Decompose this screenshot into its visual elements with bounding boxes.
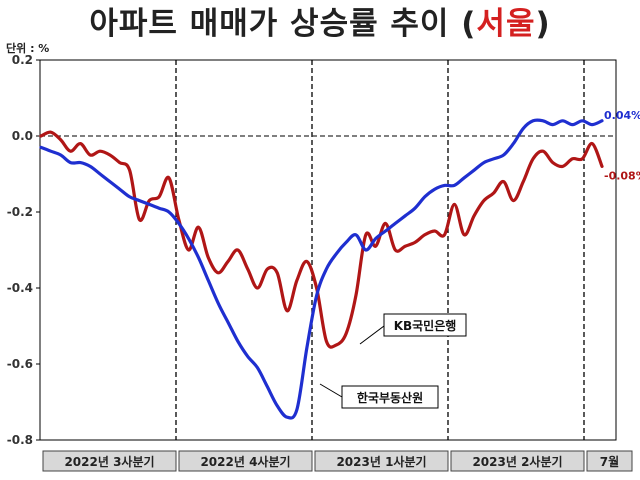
callout-box [383,313,467,337]
y-tick-label: 0.0 [12,129,33,143]
callout-box [341,385,439,409]
series-line [39,130,604,349]
callout-kb: KB국민은행 [394,318,457,333]
y-tick-label: -0.8 [7,433,33,447]
y-tick-label: 0.2 [12,53,33,67]
y-tick-label: -0.2 [7,205,33,219]
y-tick-label: -0.6 [7,357,33,371]
period-box [178,450,313,472]
end-label-red: -0.08% [604,169,640,182]
period-box [586,450,633,472]
callout-reb: 한국부동산원 [357,390,423,405]
period-label: 2023년 2사분기 [472,454,562,469]
y-tick-label: -0.4 [7,281,33,295]
period-label: 7월 [600,454,619,469]
chart-title: 아파트 매매가 상승률 추이 (서울) [89,6,551,42]
title-region: 서울 [476,6,536,42]
period-label: 2023년 1사분기 [336,454,426,469]
period-box [314,450,449,472]
end-label-blue: 0.04% [604,109,640,122]
series-line [39,118,604,420]
period-box [42,450,177,472]
plot-frame [39,59,617,441]
period-box [450,450,585,472]
callout-pointer [319,383,343,398]
period-label: 2022년 4사분기 [200,454,290,469]
period-label: 2022년 3사분기 [64,454,154,469]
unit-label: 단위 : % [6,42,50,55]
callout-pointer [359,325,385,345]
